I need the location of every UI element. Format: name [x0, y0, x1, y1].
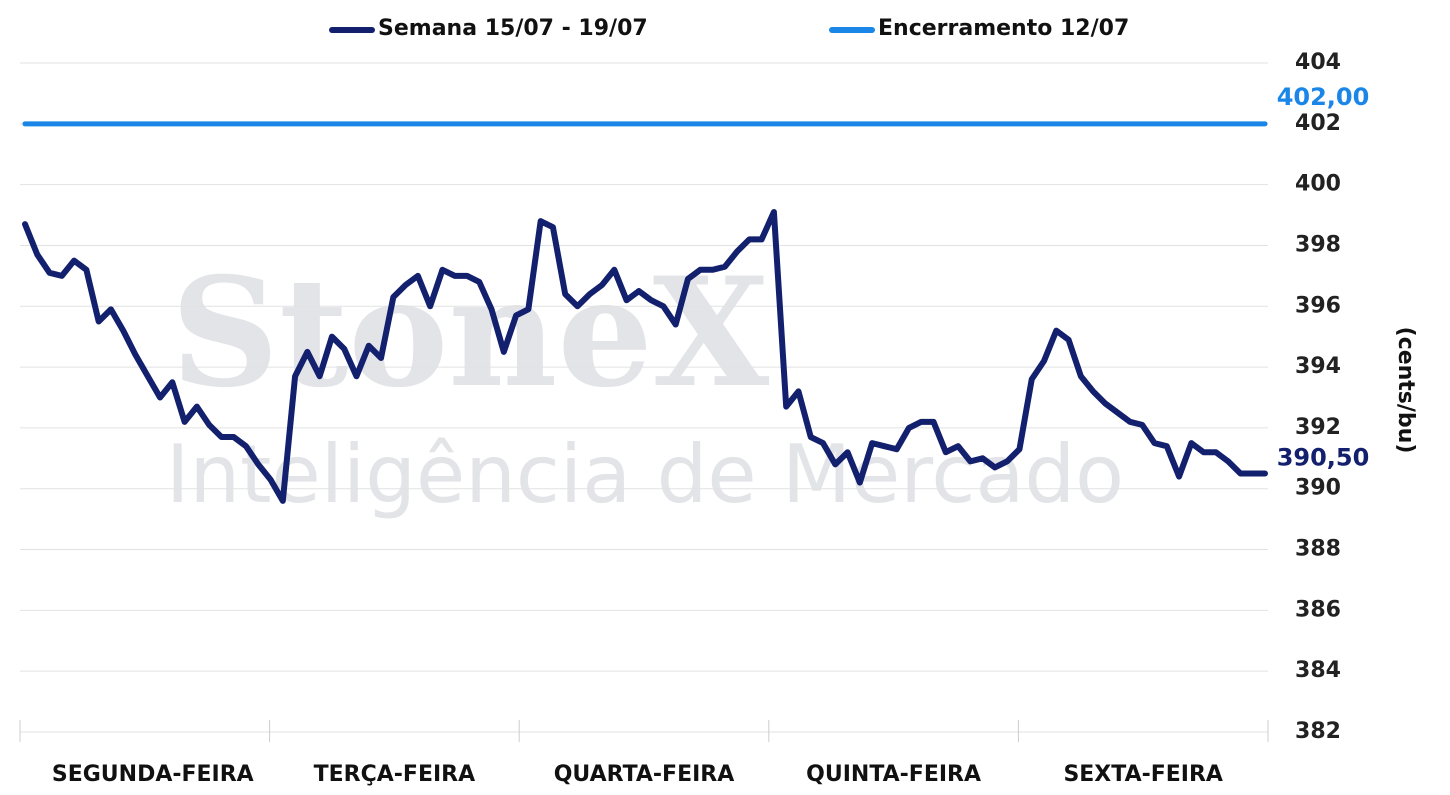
y-tick-label: 384	[1295, 658, 1341, 683]
series-line	[22, 209, 1268, 504]
x-tick-label: QUARTA-FEIRA	[554, 762, 735, 787]
value-label: 390,50	[1277, 444, 1370, 472]
y-tick-label: 390	[1295, 476, 1341, 501]
watermark: StoneX	[171, 245, 770, 421]
legend-label: Encerramento 12/07	[878, 16, 1129, 41]
y-axis-label: (cents/bu)	[1393, 327, 1418, 454]
watermark: Inteligência de Mercado	[166, 428, 1124, 521]
y-tick-label: 402	[1295, 111, 1341, 136]
x-tick-label: SEGUNDA-FEIRA	[52, 762, 254, 787]
x-tick-label: TERÇA-FEIRA	[314, 762, 476, 787]
y-tick-label: 400	[1295, 172, 1341, 197]
x-tick-label: QUINTA-FEIRA	[806, 762, 981, 787]
y-tick-label: 392	[1295, 415, 1341, 440]
y-tick-label: 404	[1295, 50, 1341, 75]
y-tick-label: 398	[1295, 232, 1341, 257]
legend-label: Semana 15/07 - 19/07	[378, 16, 648, 41]
y-tick-label: 396	[1295, 293, 1341, 318]
y-tick-label: 382	[1295, 719, 1341, 744]
y-tick-label: 388	[1295, 537, 1341, 562]
x-tick-label: SEXTA-FEIRA	[1063, 762, 1223, 787]
y-tick-label: 394	[1295, 354, 1341, 379]
y-tick-label: 386	[1295, 597, 1341, 622]
value-label: 402,00	[1277, 83, 1370, 111]
